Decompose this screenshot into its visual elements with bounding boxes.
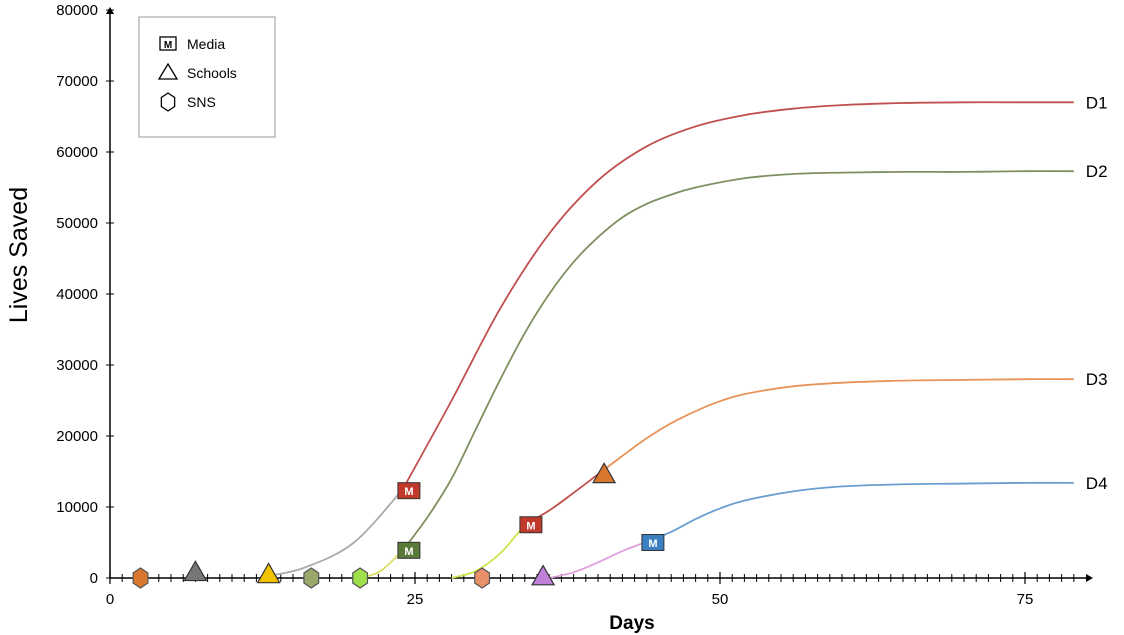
marker-square-m: M bbox=[641, 534, 665, 551]
series-line-d3 bbox=[597, 378, 1074, 476]
series-line-d4 bbox=[548, 540, 648, 579]
y-tick-label: 40000 bbox=[56, 286, 98, 303]
y-axis-title: Lives Saved bbox=[5, 187, 33, 323]
legend-label: Schools bbox=[187, 65, 237, 81]
marker-hexagon bbox=[352, 567, 369, 589]
x-tick-label: 50 bbox=[712, 591, 729, 608]
legend-label: Media bbox=[187, 36, 225, 52]
marker-triangle bbox=[183, 560, 208, 582]
y-tick-label: 60000 bbox=[56, 144, 98, 161]
series-label-d2: D2 bbox=[1086, 162, 1108, 181]
y-tick-label: 20000 bbox=[56, 428, 98, 445]
series-label-d4: D4 bbox=[1086, 474, 1108, 493]
series-label-d3: D3 bbox=[1086, 370, 1108, 389]
series-line-d1 bbox=[402, 101, 1074, 490]
axis-ticks: 0 25 50 75 0 10000 20000 30000 40000 50000 60000 70… bbox=[56, 2, 1075, 608]
svg-text:M: M bbox=[404, 486, 413, 498]
series-line-d2 bbox=[402, 170, 1074, 551]
legend-item-media: M Media bbox=[159, 36, 225, 52]
series-line-d3 bbox=[451, 524, 526, 579]
svg-text:M: M bbox=[404, 546, 413, 558]
series-line-d1 bbox=[268, 488, 404, 577]
marker-hexagon bbox=[303, 567, 320, 589]
y-axis-title-group: Lives Saved bbox=[5, 187, 33, 323]
x-tick-label: 0 bbox=[106, 591, 114, 608]
x-axis-title: Days bbox=[609, 613, 654, 634]
marker-triangle bbox=[256, 562, 281, 584]
svg-text:M: M bbox=[648, 538, 657, 550]
marker-triangle bbox=[531, 564, 556, 586]
marker-triangle bbox=[592, 462, 617, 484]
series-labels: D1 D2 D3 D4 bbox=[1086, 93, 1108, 493]
series-lines bbox=[268, 101, 1074, 579]
event-markers: M M M M bbox=[132, 462, 665, 589]
y-tick-label: 0 bbox=[90, 570, 98, 587]
legend-items: M Media Schools SNS bbox=[157, 36, 237, 112]
marker-square-m: M bbox=[519, 516, 543, 534]
y-tick-label: 30000 bbox=[56, 357, 98, 374]
legend: M Media Schools SNS bbox=[138, 16, 276, 138]
y-tick-label: 80000 bbox=[56, 2, 98, 19]
x-tick-label: 25 bbox=[407, 591, 424, 608]
x-tick-label: 75 bbox=[1017, 591, 1034, 608]
y-tick-label: 10000 bbox=[56, 499, 98, 516]
marker-square-m: M bbox=[397, 541, 421, 559]
svg-text:M: M bbox=[164, 40, 172, 51]
series-line-d4 bbox=[646, 481, 1074, 543]
y-tick-label: 70000 bbox=[56, 73, 98, 90]
legend-item-schools: Schools bbox=[157, 62, 237, 81]
legend-item-sns: SNS bbox=[160, 92, 216, 112]
legend-label: SNS bbox=[187, 94, 216, 110]
x-axis-arrow bbox=[1086, 574, 1093, 582]
y-tick-label: 50000 bbox=[56, 215, 98, 232]
marker-hexagon bbox=[132, 567, 149, 589]
marker-square-m: M bbox=[397, 482, 421, 500]
series-label-d1: D1 bbox=[1086, 93, 1108, 112]
marker-hexagon bbox=[474, 567, 491, 589]
svg-text:M: M bbox=[526, 520, 535, 532]
